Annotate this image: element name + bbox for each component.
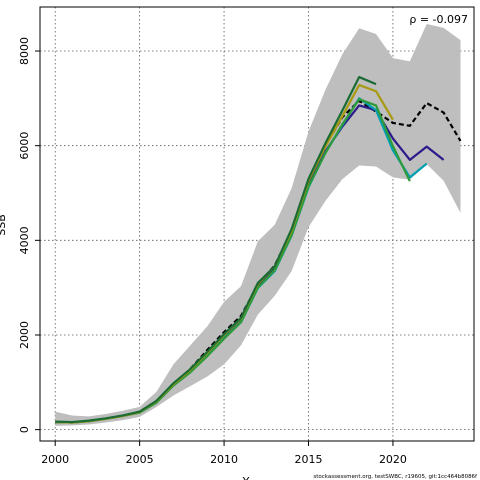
x-axis-title: Y [242,475,250,480]
rho-annotation: ρ = -0.097 [409,13,468,26]
x-tick-label-2010: 2010 [210,453,238,466]
y-tick-label-4000: 4000 [18,226,31,254]
series-layer [55,75,462,424]
y-tick-label-0: 0 [18,426,31,433]
x-tick-label-2020: 2020 [379,453,407,466]
x-tick-label-2015: 2015 [295,453,323,466]
confidence-band [55,24,461,426]
y-tick-label-2000: 2000 [18,321,31,349]
y-tick-label-6000: 6000 [18,132,31,160]
axes: 2000 2005 2010 2015 2020 0 2000 4000 6000 8000 [18,37,407,466]
x-tick-label-2005: 2005 [126,453,154,466]
series-line-6 [55,75,377,424]
y-axis-title: SSB [0,214,8,236]
y-tick-label-8000: 8000 [18,37,31,65]
x-tick-label-2000: 2000 [41,453,69,466]
plot-frame [39,6,475,442]
confidence-band-layer [55,24,461,426]
footer-credit: stockassessment.org, testSWBC, r19605, g… [313,474,478,480]
